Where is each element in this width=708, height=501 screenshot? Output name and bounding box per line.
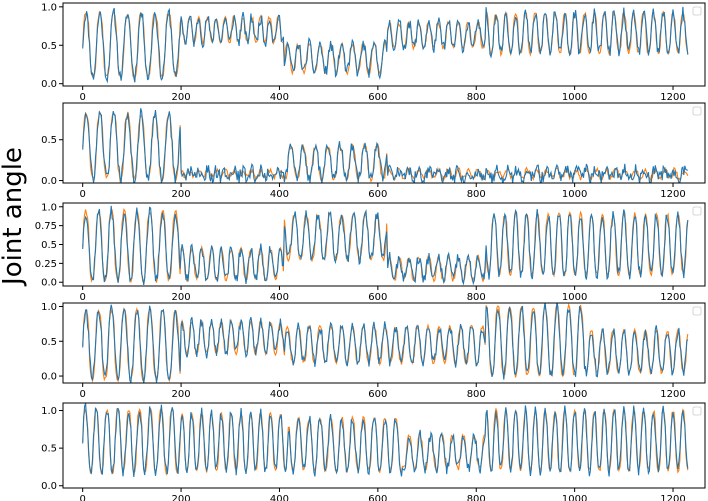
y-tick-label: 0.0	[41, 278, 57, 289]
series-line-blue	[82, 303, 689, 383]
series-line-blue	[82, 205, 689, 286]
x-tick-label: 1000	[562, 292, 587, 303]
y-tick-label: 0.5	[41, 337, 57, 348]
x-tick-label: 600	[368, 189, 387, 200]
x-tick-label: 1200	[660, 292, 685, 303]
x-tick-label: 1200	[660, 494, 685, 501]
x-tick-label: 0	[79, 189, 85, 200]
x-tick-label: 1200	[660, 389, 685, 400]
panels: 0 200 400 600 800 1000 1200 0.0 0.5 1.0 0 200 400 600…	[35, 2, 706, 501]
y-tick-label: 1.0	[41, 302, 57, 313]
legend-box	[692, 306, 702, 316]
x-tick-label: 800	[467, 189, 486, 200]
axes-frame	[62, 102, 706, 184]
series-line-blue	[82, 6, 689, 84]
x-tick-label: 200	[172, 494, 191, 501]
legend-box	[692, 406, 702, 416]
x-tick-label: 800	[467, 292, 486, 303]
series-line-blue	[82, 403, 689, 478]
y-tick-label: 0.0	[41, 79, 57, 90]
chart-panel-5: 0 200 400 600 800 1000 1200 0.0 0.5 1.0	[41, 402, 706, 501]
chart-panel-4: 0 200 400 600 800 1000 1200 0.0 0.5 1.0	[41, 302, 706, 400]
series-line-blue	[82, 108, 688, 183]
x-tick-label: 600	[368, 389, 387, 400]
x-tick-label: 600	[368, 494, 387, 501]
y-tick-label: 0.0	[41, 176, 57, 187]
x-tick-label: 400	[270, 292, 289, 303]
legend-box	[692, 206, 702, 216]
x-tick-label: 400	[270, 389, 289, 400]
x-tick-label: 200	[172, 92, 191, 103]
x-tick-label: 1000	[562, 189, 587, 200]
y-tick-label: 0.5	[41, 240, 57, 251]
chart-panel-2: 0 200 400 600 800 1000 1200 0.0 0.5	[41, 102, 706, 200]
x-tick-label: 400	[270, 494, 289, 501]
legend-box	[692, 106, 702, 116]
x-tick-label: 600	[368, 292, 387, 303]
y-tick-label: 0.0	[41, 372, 57, 383]
x-tick-label: 800	[467, 389, 486, 400]
legend-box	[692, 6, 702, 16]
x-tick-label: 1000	[562, 92, 587, 103]
y-tick-label: 1.0	[41, 406, 57, 417]
figure-ylabel: Joint angle	[0, 147, 28, 287]
y-tick-label: 0.5	[41, 41, 57, 52]
x-tick-label: 400	[270, 189, 289, 200]
axes-frame	[62, 302, 706, 384]
y-tick-label: 0.75	[35, 221, 57, 232]
x-tick-label: 0	[79, 389, 85, 400]
y-tick-label: 0.5	[41, 135, 57, 146]
x-tick-label: 1200	[660, 92, 685, 103]
x-tick-label: 800	[467, 494, 486, 501]
y-tick-label: 0.0	[41, 481, 57, 492]
axes-frame	[62, 2, 706, 87]
x-tick-label: 0	[79, 292, 85, 303]
chart-panel-3: 0 200 400 600 800 1000 1200 0.0 0.25 0.5 0.75 1.0	[35, 202, 706, 303]
x-tick-label: 400	[270, 92, 289, 103]
x-tick-label: 0	[79, 92, 85, 103]
x-tick-label: 1200	[660, 189, 685, 200]
chart-panel-1: 0 200 400 600 800 1000 1200 0.0 0.5 1.0	[41, 2, 706, 103]
x-tick-label: 800	[467, 92, 486, 103]
y-tick-label: 0.25	[35, 259, 57, 270]
x-tick-label: 0	[79, 494, 85, 501]
y-tick-label: 1.0	[41, 2, 57, 13]
x-tick-label: 1000	[562, 389, 587, 400]
x-tick-label: 200	[172, 292, 191, 303]
y-tick-label: 1.0	[41, 202, 57, 213]
y-tick-label: 0.5	[41, 444, 57, 455]
x-tick-label: 200	[172, 189, 191, 200]
x-tick-label: 1000	[562, 494, 587, 501]
x-tick-label: 600	[368, 92, 387, 103]
axes-frame	[62, 402, 706, 489]
x-tick-label: 200	[172, 389, 191, 400]
